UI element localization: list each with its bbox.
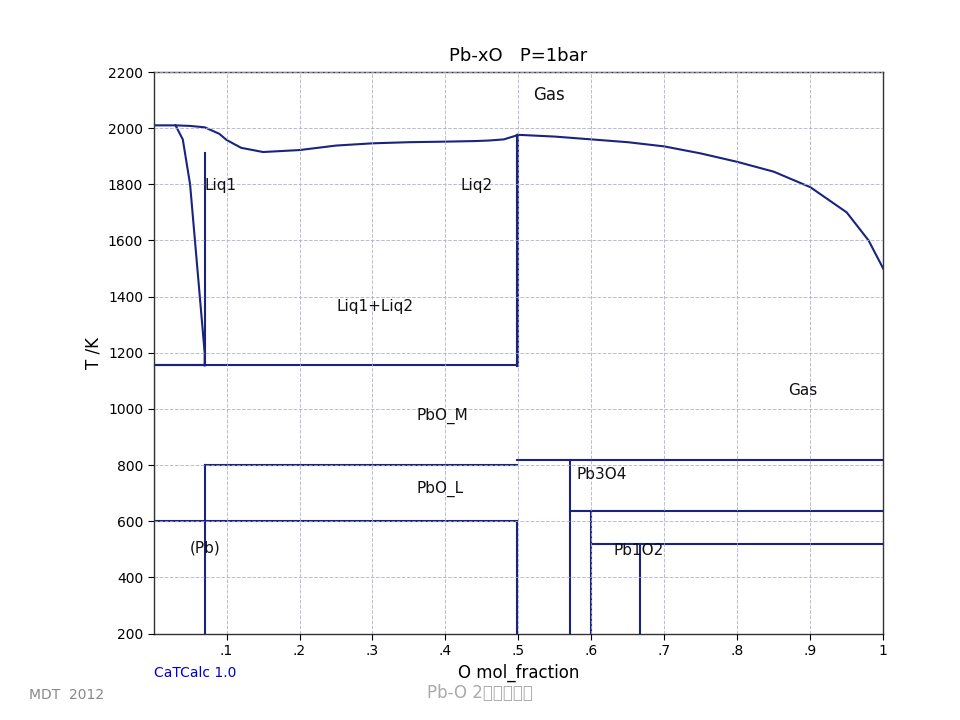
Text: (Pb): (Pb) bbox=[190, 540, 221, 555]
X-axis label: O mol_fraction: O mol_fraction bbox=[458, 664, 579, 682]
Text: Gas: Gas bbox=[788, 383, 818, 398]
Text: MDT  2012: MDT 2012 bbox=[29, 688, 104, 702]
Text: Liq2: Liq2 bbox=[460, 178, 492, 193]
Text: PbO_L: PbO_L bbox=[417, 481, 464, 498]
Text: Liq1+Liq2: Liq1+Liq2 bbox=[336, 299, 413, 314]
Text: Pb-O 2元系状態図: Pb-O 2元系状態図 bbox=[427, 684, 533, 702]
Text: CaTCalc 1.0: CaTCalc 1.0 bbox=[154, 666, 236, 680]
Text: PbO_M: PbO_M bbox=[417, 408, 468, 424]
Y-axis label: T /K: T /K bbox=[84, 337, 103, 369]
Text: Pb3O4: Pb3O4 bbox=[577, 467, 627, 482]
Title: Pb-xO   P=1bar: Pb-xO P=1bar bbox=[449, 47, 588, 65]
Text: Liq1: Liq1 bbox=[204, 178, 237, 193]
Text: Gas: Gas bbox=[533, 86, 564, 104]
Text: Pb1O2: Pb1O2 bbox=[613, 543, 663, 558]
